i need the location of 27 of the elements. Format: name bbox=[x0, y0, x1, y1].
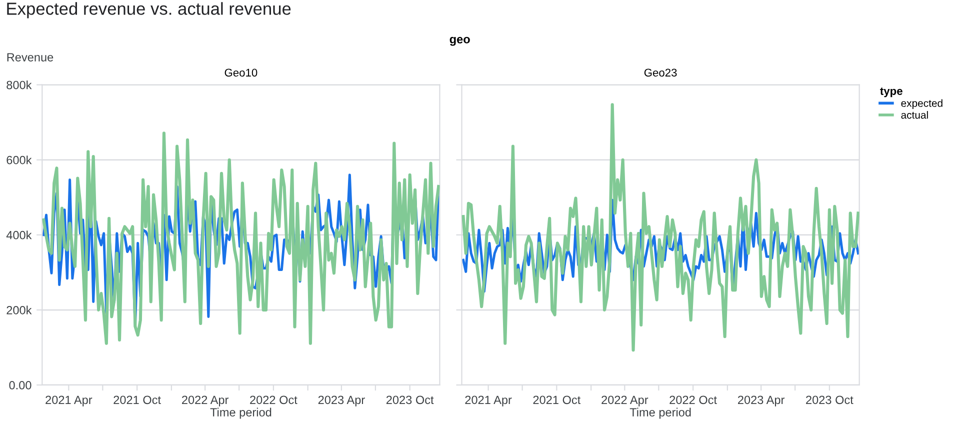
text: Expected revenue vs. actual revenue bbox=[7, 2, 291, 18]
x-tick-label: 2021 Oct bbox=[114, 396, 161, 404]
x-tick-label: 2022 Oct bbox=[250, 396, 298, 404]
chart-title: Geo23 bbox=[644, 68, 677, 77]
y-tick-label: 0.00 bbox=[9, 381, 32, 390]
x-tick-label: 2023 Oct bbox=[386, 396, 434, 404]
x-axis-title: Time period bbox=[630, 408, 691, 419]
x-tick-label: 2021 Oct bbox=[533, 396, 581, 404]
y-tick-label: 800k bbox=[6, 80, 32, 90]
legend-label: actual bbox=[901, 111, 928, 119]
y-tick-label: 400k bbox=[6, 230, 32, 240]
x-tick-label: 2022 Oct bbox=[670, 396, 717, 404]
legend-label: expected bbox=[901, 99, 942, 109]
x-axis-title: Time period bbox=[210, 408, 272, 419]
text: geo bbox=[450, 36, 470, 46]
x-tick-label: 2023 Apr bbox=[738, 396, 784, 406]
x-tick-label: 2021 Apr bbox=[465, 396, 512, 406]
chart-title: Geo10 bbox=[224, 68, 258, 77]
x-tick-label: 2022 Apr bbox=[602, 396, 648, 406]
y-tick-label: 200k bbox=[6, 306, 32, 314]
x-tick-label: 2022 Apr bbox=[182, 396, 229, 406]
y-axis-title: Revenue bbox=[7, 53, 54, 62]
x-tick-label: 2023 Oct bbox=[806, 396, 854, 404]
x-tick-label: 2021 Apr bbox=[46, 396, 92, 406]
y-tick-label: 600k bbox=[6, 156, 32, 164]
legend-title: type bbox=[880, 88, 902, 98]
x-tick-label: 2023 Apr bbox=[318, 396, 365, 406]
